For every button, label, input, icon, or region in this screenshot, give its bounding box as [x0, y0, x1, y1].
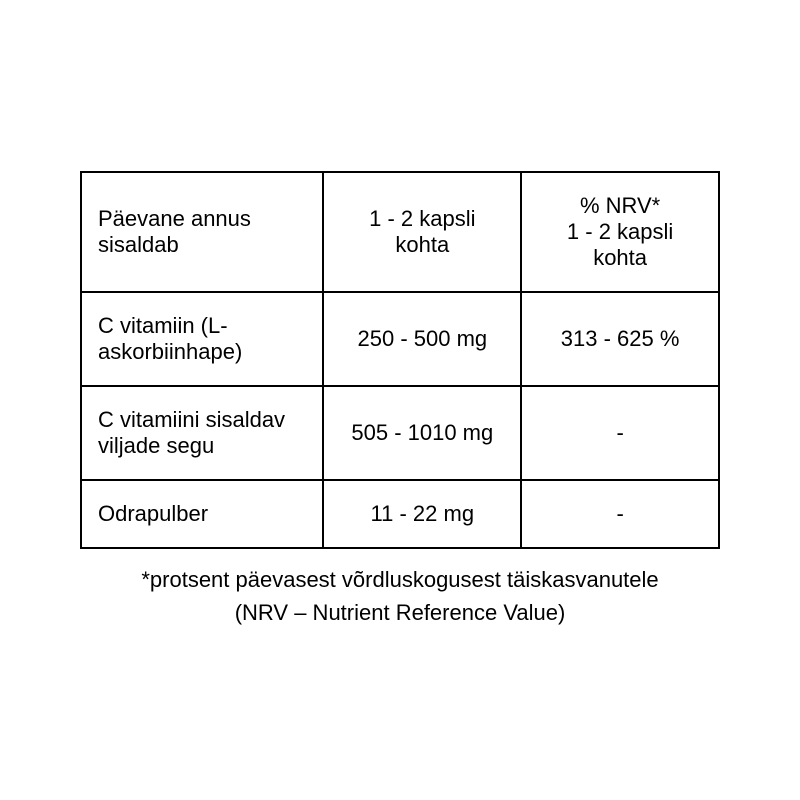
cell-ingredient-name: C vitamiini sisaldav viljade segu	[81, 386, 323, 480]
cell-ingredient-name: C vitamiin (L-askorbiinhape)	[81, 292, 323, 386]
cell-amount: 505 - 1010 mg	[323, 386, 521, 480]
table-header-row: Päevane annus sisaldab 1 - 2 kapsli koht…	[81, 172, 719, 292]
cell-nrv: -	[521, 386, 719, 480]
nutrition-table: Päevane annus sisaldab 1 - 2 kapsli koht…	[80, 171, 720, 549]
footnote-line1: *protsent päevasest võrdluskogusest täis…	[80, 563, 720, 596]
table-row: C vitamiin (L-askorbiinhape) 250 - 500 m…	[81, 292, 719, 386]
cell-ingredient-name: Odrapulber	[81, 480, 323, 548]
header-per-capsule: 1 - 2 kapsli kohta	[323, 172, 521, 292]
cell-nrv: -	[521, 480, 719, 548]
cell-nrv: 313 - 625 %	[521, 292, 719, 386]
nutrition-table-container: Päevane annus sisaldab 1 - 2 kapsli koht…	[80, 171, 720, 629]
table-row: Odrapulber 11 - 22 mg -	[81, 480, 719, 548]
footnote-line2: (NRV – Nutrient Reference Value)	[80, 596, 720, 629]
header-nrv-line1: % NRV*	[538, 193, 702, 219]
header-nrv-line2: 1 - 2 kapsli kohta	[538, 219, 702, 271]
header-daily-dose: Päevane annus sisaldab	[81, 172, 323, 292]
table-row: C vitamiini sisaldav viljade segu 505 - …	[81, 386, 719, 480]
cell-amount: 11 - 22 mg	[323, 480, 521, 548]
footnote: *protsent päevasest võrdluskogusest täis…	[80, 563, 720, 629]
cell-amount: 250 - 500 mg	[323, 292, 521, 386]
header-nrv: % NRV* 1 - 2 kapsli kohta	[521, 172, 719, 292]
